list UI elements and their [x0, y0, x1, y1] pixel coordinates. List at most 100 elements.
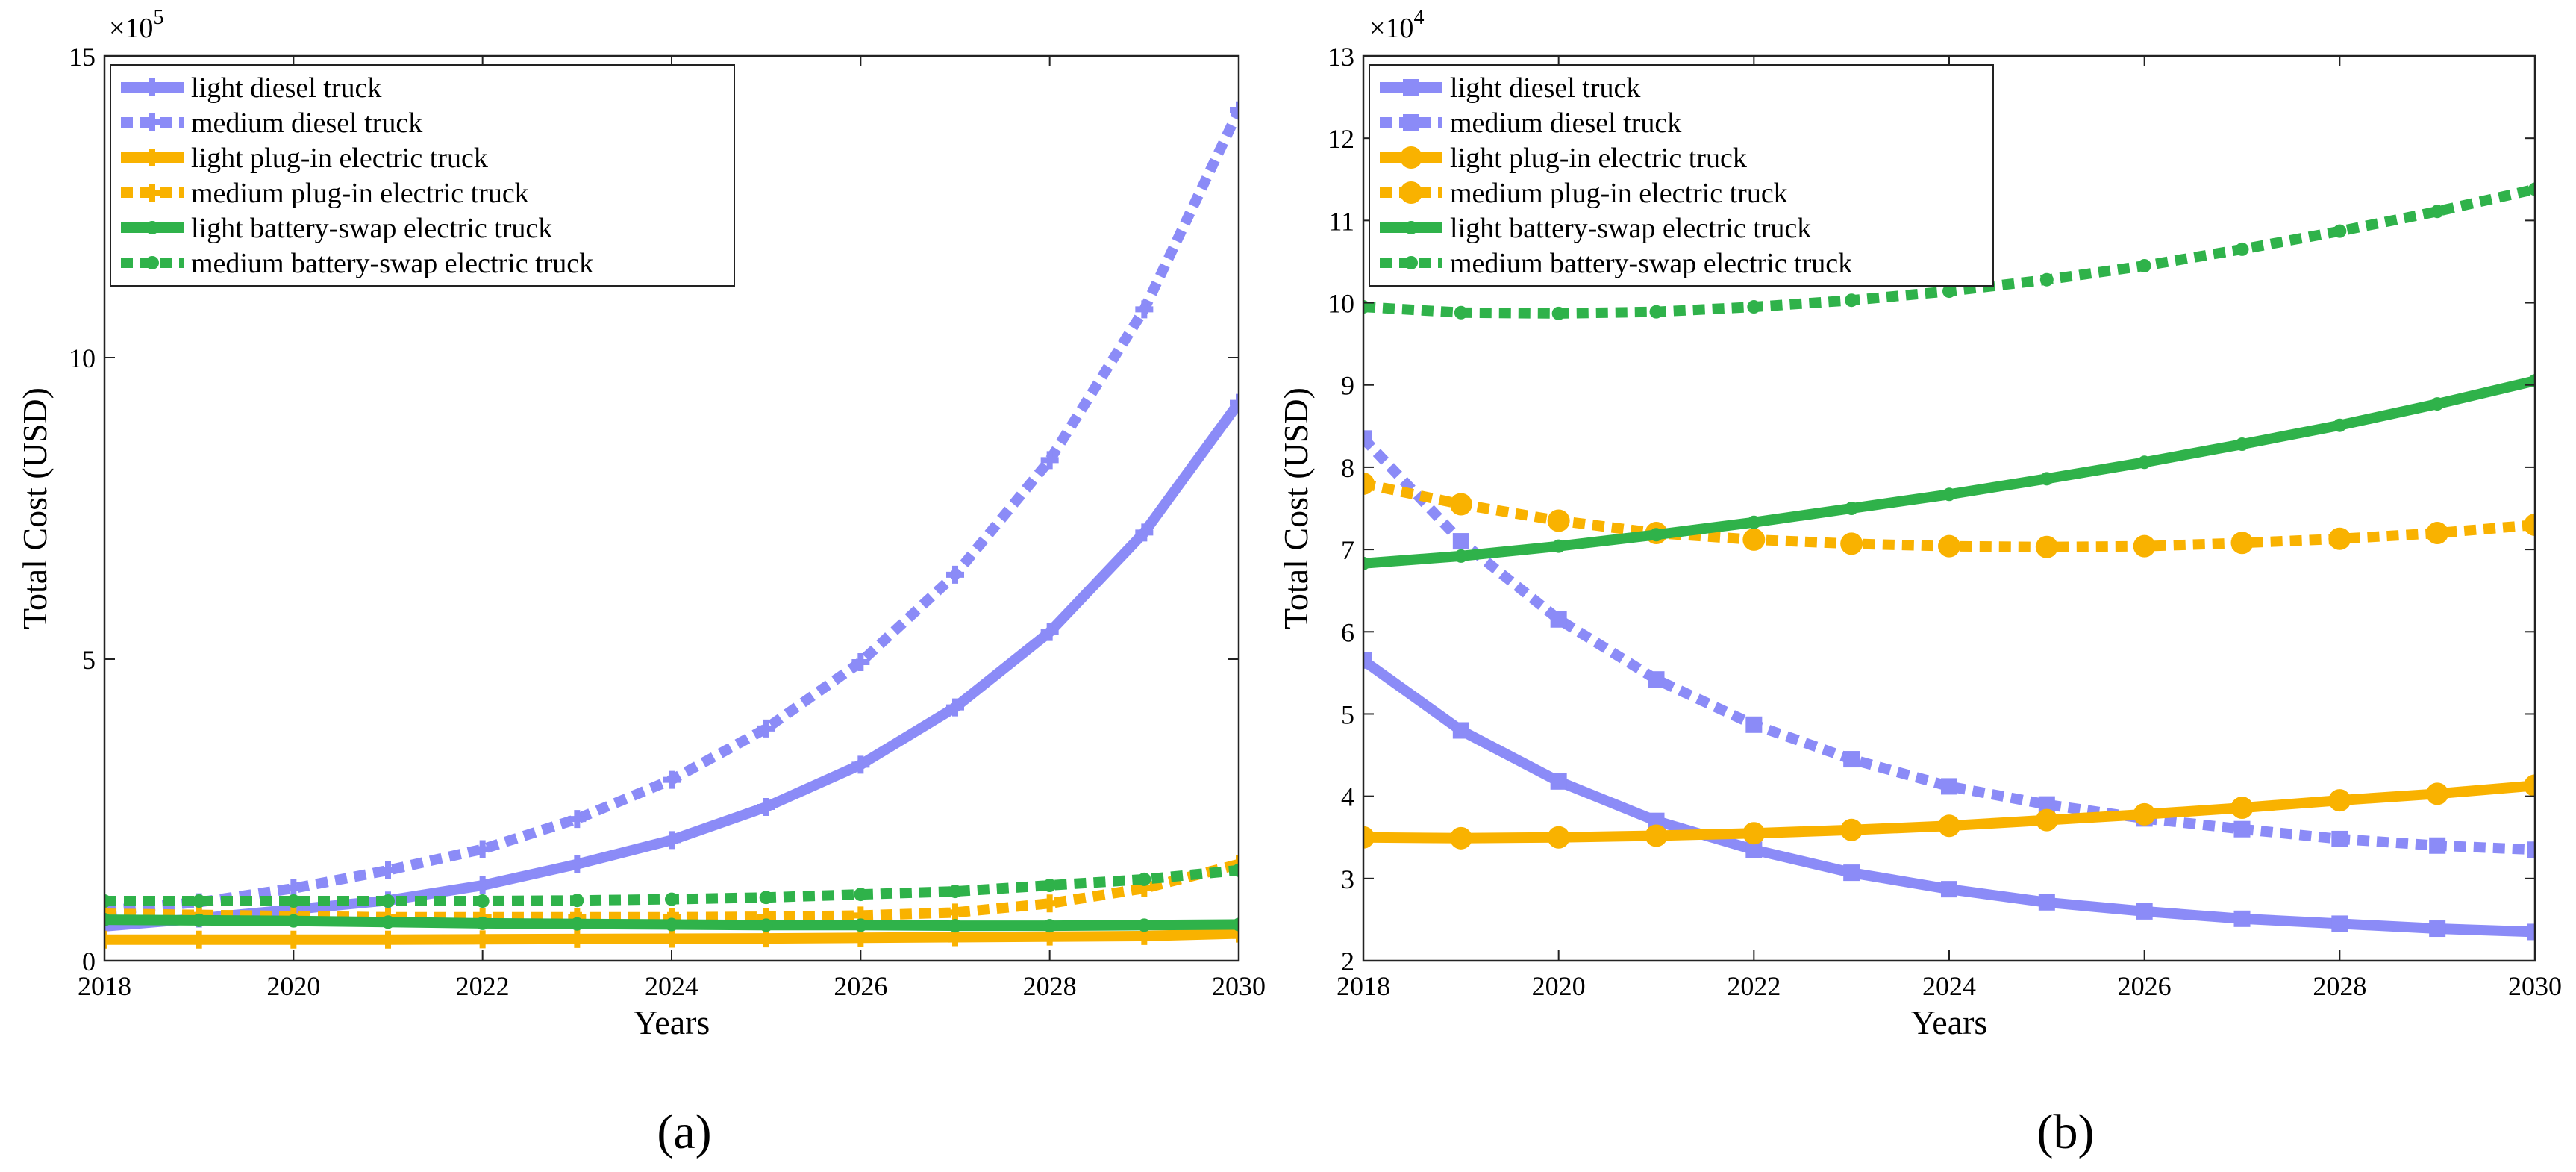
data-point — [473, 876, 492, 894]
y-tick-label: 9 — [1341, 371, 1354, 401]
data-point — [284, 930, 303, 949]
data-point — [2328, 527, 2351, 550]
data-point — [287, 894, 301, 908]
data-point — [568, 929, 587, 948]
data-point — [759, 918, 773, 932]
legend-entry: light battery-swap electric truck — [1450, 213, 1811, 244]
legend-box — [1369, 64, 1994, 287]
data-point — [851, 755, 870, 774]
data-point — [1938, 534, 1960, 558]
legend-marker — [1400, 181, 1422, 204]
panel-label: (b) — [2037, 1105, 2095, 1159]
data-point — [381, 915, 395, 929]
y-tick-label: 7 — [1341, 535, 1354, 565]
data-point — [1551, 306, 1566, 320]
data-point — [2230, 532, 2254, 555]
x-tick-label: 2022 — [1727, 971, 1781, 1001]
data-point — [1840, 532, 1863, 555]
data-point — [1135, 523, 1154, 542]
data-point — [1551, 539, 1566, 553]
data-point — [2328, 789, 2351, 812]
data-point — [2038, 796, 2055, 813]
data-point — [2429, 837, 2446, 854]
data-point — [381, 894, 395, 908]
data-point — [1938, 814, 1960, 838]
legend-marker — [1400, 146, 1422, 169]
data-point — [570, 917, 584, 931]
y-tick-label: 15 — [69, 42, 96, 72]
data-point — [851, 653, 870, 672]
x-tick-label: 2026 — [2118, 971, 2172, 1001]
legend-entry: medium diesel truck — [191, 107, 422, 139]
data-point — [1845, 293, 1859, 308]
legend-marker — [146, 221, 159, 234]
data-point — [2331, 830, 2348, 847]
data-point — [1363, 472, 1375, 495]
data-point — [2430, 205, 2445, 219]
data-point — [1232, 917, 1239, 932]
data-point — [104, 930, 113, 949]
data-point — [2136, 903, 2153, 920]
data-point — [1452, 533, 1469, 550]
data-point — [2039, 472, 2054, 486]
x-tick-label: 2018 — [1337, 971, 1390, 1001]
y-tick-label: 12 — [1328, 124, 1354, 154]
data-point — [475, 916, 490, 930]
y-tick-label: 11 — [1328, 206, 1354, 236]
data-point — [2527, 923, 2535, 941]
chart-panel-b: 2018 2020 2022 2024 2026 2028 2030 2 3 4 5 6 7 8 9 10 11… — [1277, 6, 2562, 1159]
data-point — [2333, 224, 2347, 238]
data-point — [1645, 824, 1668, 847]
legend-entry: medium diesel truck — [1450, 107, 1681, 139]
data-point — [1040, 623, 1059, 641]
data-point — [1649, 305, 1663, 319]
data-point — [1942, 284, 1956, 299]
data-point — [2528, 374, 2535, 388]
data-point — [1745, 841, 1763, 858]
x-tick-label: 2024 — [645, 971, 698, 1001]
legend-marker — [143, 113, 161, 131]
y-multiplier-exponent: 5 — [153, 6, 163, 29]
data-point — [1230, 393, 1239, 412]
data-point — [2235, 242, 2249, 256]
data-point — [1843, 751, 1860, 768]
data-point — [1232, 863, 1239, 877]
data-point — [1742, 528, 1766, 551]
y-tick-label: 10 — [69, 343, 96, 373]
data-point — [104, 913, 111, 927]
data-point — [757, 929, 775, 948]
data-point — [2039, 272, 2054, 287]
panel-label: (a) — [657, 1105, 711, 1159]
data-point — [946, 903, 964, 922]
x-axis-label: Years — [634, 1003, 710, 1041]
x-tick-label: 2018 — [78, 971, 131, 1001]
x-tick-label: 2030 — [2508, 971, 2562, 1001]
data-point — [190, 930, 208, 949]
data-point — [1363, 652, 1372, 669]
data-point — [946, 698, 964, 717]
chart-panel-a: 2018 2020 2022 2024 2026 2028 2030051015×105Ye… — [16, 6, 1266, 1159]
data-point — [473, 930, 492, 949]
x-tick-label: 2020 — [266, 971, 320, 1001]
data-point — [2430, 397, 2445, 411]
data-point — [104, 894, 111, 908]
data-point — [1845, 502, 1859, 515]
data-point — [379, 930, 397, 949]
data-point — [1230, 855, 1239, 873]
data-point — [663, 929, 681, 948]
data-point — [2333, 418, 2347, 432]
legend-marker — [1403, 114, 1419, 131]
y-axis-label: Total Cost (USD) — [16, 387, 54, 629]
data-point — [1040, 894, 1059, 913]
legend-marker — [1404, 221, 1418, 234]
y-axis-label: Total Cost (USD) — [1277, 387, 1315, 629]
series-group — [1363, 182, 2535, 941]
data-point — [287, 914, 301, 928]
data-point — [757, 719, 775, 738]
data-point — [663, 770, 681, 789]
data-point — [1747, 300, 1761, 314]
series-group — [104, 101, 1239, 949]
y-tick-label: 5 — [1341, 699, 1354, 729]
